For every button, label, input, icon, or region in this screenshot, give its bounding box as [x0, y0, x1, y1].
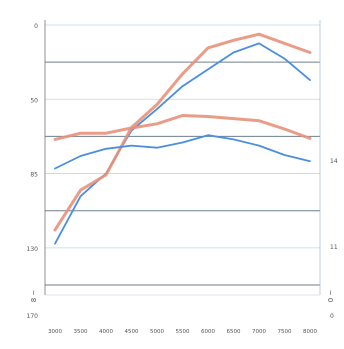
y-right-rotated-label: 0 ~: [327, 290, 335, 303]
y-left-tick-label: 50: [30, 97, 38, 104]
series-line-4: [53, 114, 312, 141]
x-tick-label: 8000: [303, 329, 317, 335]
x-tick-label: 6000: [201, 329, 215, 335]
side-labels: 8 ~ 0 ~: [30, 290, 335, 303]
x-tick-label: 3000: [48, 329, 62, 335]
x-tick-label: 4500: [125, 329, 139, 335]
y-left-tick-label: 85: [30, 172, 38, 179]
y-left-tick-label: 0: [34, 23, 38, 30]
grid: [45, 24, 320, 286]
y-right-tick-label: 14: [330, 158, 338, 165]
x-tick-label: 5000: [150, 329, 164, 335]
axes: [44, 20, 321, 296]
x-tick-label: 4000: [99, 329, 113, 335]
y-left-tick-label: 170: [27, 313, 39, 320]
x-tick-label: 5500: [176, 329, 190, 335]
x-tick-label: 7500: [278, 329, 292, 335]
y-right-tick-label: 0: [330, 313, 334, 320]
y-right-tick-label: 11: [330, 244, 338, 251]
series-line-2: [53, 32, 312, 232]
x-tick-label: 7000: [252, 329, 266, 335]
x-tick-label: 6500: [227, 329, 241, 335]
y-left-tick-label: 130: [27, 246, 39, 253]
series-line-3: [54, 134, 311, 170]
tick-labels: 0 50 85 130 170 0 11 14 3000 3500 4000 4500 5000 5500…: [27, 23, 338, 335]
y-left-rotated-label: 8 ~: [30, 290, 38, 303]
x-tick-label: 3500: [74, 329, 88, 335]
series-lines: [53, 32, 312, 245]
